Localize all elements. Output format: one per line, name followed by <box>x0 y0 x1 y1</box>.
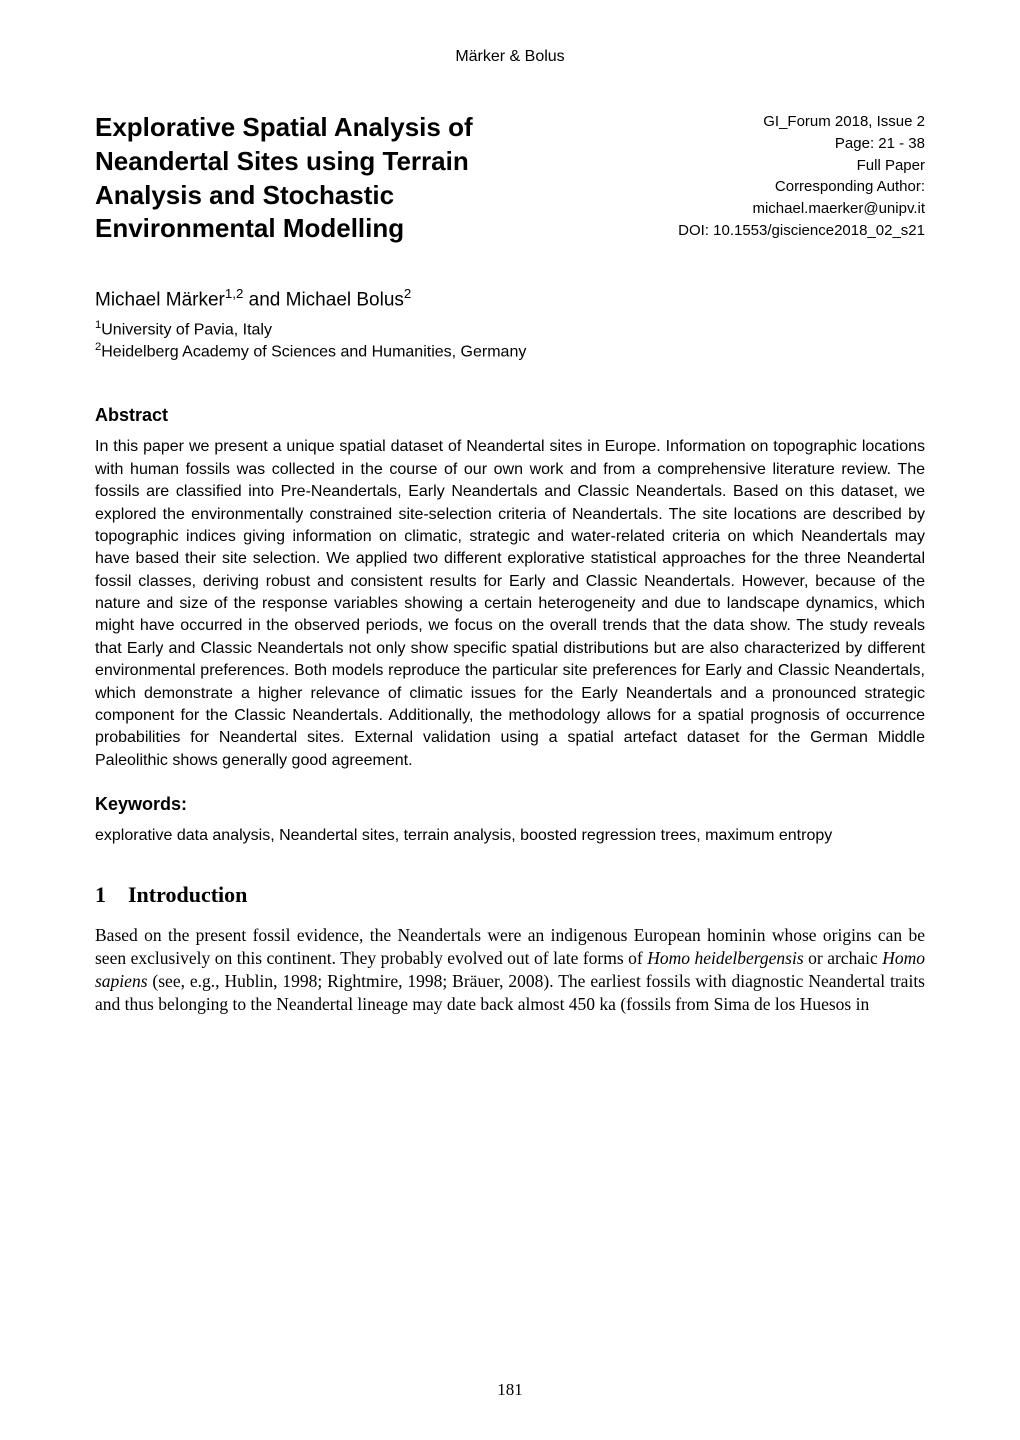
paper-title: Explorative Spatial Analysis of Neandert… <box>95 111 543 246</box>
abstract-text: In this paper we present a unique spatia… <box>95 436 925 772</box>
section-1-title: Introduction <box>128 882 247 907</box>
meta-type: Full Paper <box>576 155 925 177</box>
page-number: 181 <box>0 1380 1020 1400</box>
meta-block: GI_Forum 2018, Issue 2 Page: 21 - 38 Ful… <box>576 111 925 242</box>
keywords-heading: Keywords: <box>95 794 925 815</box>
title-meta-row: Explorative Spatial Analysis of Neandert… <box>95 111 925 246</box>
running-head: Märker & Bolus <box>95 48 925 66</box>
affiliation-2: 2Heidelberg Academy of Sciences and Huma… <box>95 340 925 363</box>
section-1-body: Based on the present fossil evidence, th… <box>95 924 925 1017</box>
affiliation-1: 1University of Pavia, Italy <box>95 318 925 341</box>
meta-pages: Page: 21 - 38 <box>576 133 925 155</box>
meta-forum: GI_Forum 2018, Issue 2 <box>576 111 925 133</box>
abstract-heading: Abstract <box>95 405 925 426</box>
meta-corresponding-email: michael.maerker@unipv.it <box>576 198 925 220</box>
meta-corresponding-label: Corresponding Author: <box>576 176 925 198</box>
affiliations: 1University of Pavia, Italy 2Heidelberg … <box>95 318 925 364</box>
meta-doi: DOI: 10.1553/giscience2018_02_s21 <box>576 220 925 242</box>
keywords-text: explorative data analysis, Neandertal si… <box>95 825 925 847</box>
section-1-heading: 1 Introduction <box>95 882 925 908</box>
authors: Michael Märker1,2 and Michael Bolus2 <box>95 286 925 311</box>
section-1-number: 1 <box>95 882 106 908</box>
title-block: Explorative Spatial Analysis of Neandert… <box>95 111 543 246</box>
